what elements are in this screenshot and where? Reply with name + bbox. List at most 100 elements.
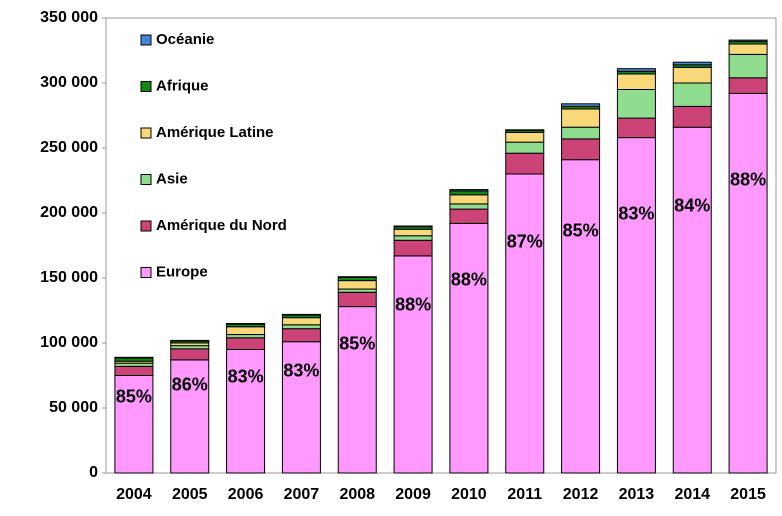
bar-segment [281,317,321,326]
share-label: 85% [339,334,375,354]
legend-label: Amérique Latine [156,124,274,141]
bar-segment [561,126,601,140]
bar-segment [505,131,545,143]
bar-segment [114,365,154,376]
x-tick-label: 2004 [116,486,152,503]
legend-swatch [140,127,152,139]
bar-segment [226,326,266,336]
x-tick-label: 2013 [619,486,655,503]
bar-segment [672,82,712,107]
x-tick-label: 2009 [395,486,431,503]
bar-segment [337,306,377,474]
bar-segment [393,235,433,241]
bar-segment [393,255,433,474]
bar-segment [672,105,712,128]
bar-segment [281,341,321,474]
share-label: 88% [451,270,487,290]
bar-segment [226,337,266,350]
x-tick-label: 2006 [228,486,264,503]
bar-segment [226,323,266,325]
bar-segment [114,356,154,359]
share-label: 84% [674,195,710,215]
bar-segment [170,348,210,361]
bar-segment [449,208,489,224]
bar-segment [505,129,545,131]
legend-swatch [140,267,152,278]
x-tick-label: 2010 [451,486,487,503]
bar-segment [281,328,321,343]
legend-swatch [140,174,152,185]
legend-label: Afrique [156,77,209,94]
x-tick-label: 2011 [507,486,542,503]
bar-segment [337,276,377,278]
bar-segment [114,375,154,474]
bar-segment [393,239,433,257]
legend-swatch [140,81,152,92]
y-tick-label: 0 [89,464,98,481]
bar-segment [672,61,712,66]
x-tick-label: 2015 [730,486,766,503]
bar-segment [449,189,489,192]
y-tick-label: 200 000 [40,204,98,221]
bar-segment [561,159,601,474]
share-label: 87% [507,232,543,252]
bar-segment [616,137,656,474]
bar-segment [281,324,321,330]
bar-segment [728,77,768,94]
bar-segment [505,141,545,154]
x-tick-label: 2008 [339,486,375,503]
x-tick-label: 2014 [674,486,710,503]
x-tick-label: 2005 [172,486,208,503]
legend-swatch [140,220,152,232]
bar-segment [170,359,210,474]
y-tick-label: 300 000 [40,74,98,91]
share-label: 85% [116,387,152,407]
bar-segment [449,190,489,196]
legend-label: Asie [156,170,188,187]
bar-segment [281,313,321,316]
legend-swatch [140,34,152,46]
bar-segment [226,349,266,474]
share-label: 83% [618,203,654,223]
bar-segment [561,138,601,161]
bar-segment [728,39,768,42]
bar-segment [505,173,545,474]
bar-segment [728,92,768,474]
bar-segment [672,126,712,474]
legend-label: Europe [156,263,208,280]
bar-segment [449,222,489,474]
y-tick-label: 50 000 [49,399,98,416]
bar-segment [337,291,377,308]
bar-segment [561,108,601,128]
bar-segment [616,73,656,91]
bar-segment [393,225,433,228]
share-label: 85% [563,221,599,241]
legend-label: Océanie [156,31,214,48]
plot-frame [105,17,777,474]
share-label: 83% [283,361,319,381]
bar-segment [449,194,489,205]
bar-segment [616,117,656,139]
share-label: 86% [172,375,208,395]
bar-segment [616,89,656,119]
bar-segment [616,68,656,72]
y-tick-label: 100 000 [40,334,98,351]
bar-segment [561,103,601,107]
share-label: 83% [228,367,264,387]
y-tick-label: 250 000 [40,139,98,156]
x-tick-label: 2007 [284,486,320,503]
bar-segment [170,339,210,342]
bar-segment [728,43,768,55]
bar-segment [337,280,377,290]
bar-segment [393,228,433,237]
x-tick-label: 2012 [563,486,599,503]
share-label: 88% [730,169,766,189]
legend-label: Amérique du Nord [156,217,287,234]
bar-segment [672,66,712,84]
bar-segment [505,152,545,175]
bar-segment [449,203,489,210]
bar-segment [728,53,768,79]
share-label: 88% [395,295,431,315]
